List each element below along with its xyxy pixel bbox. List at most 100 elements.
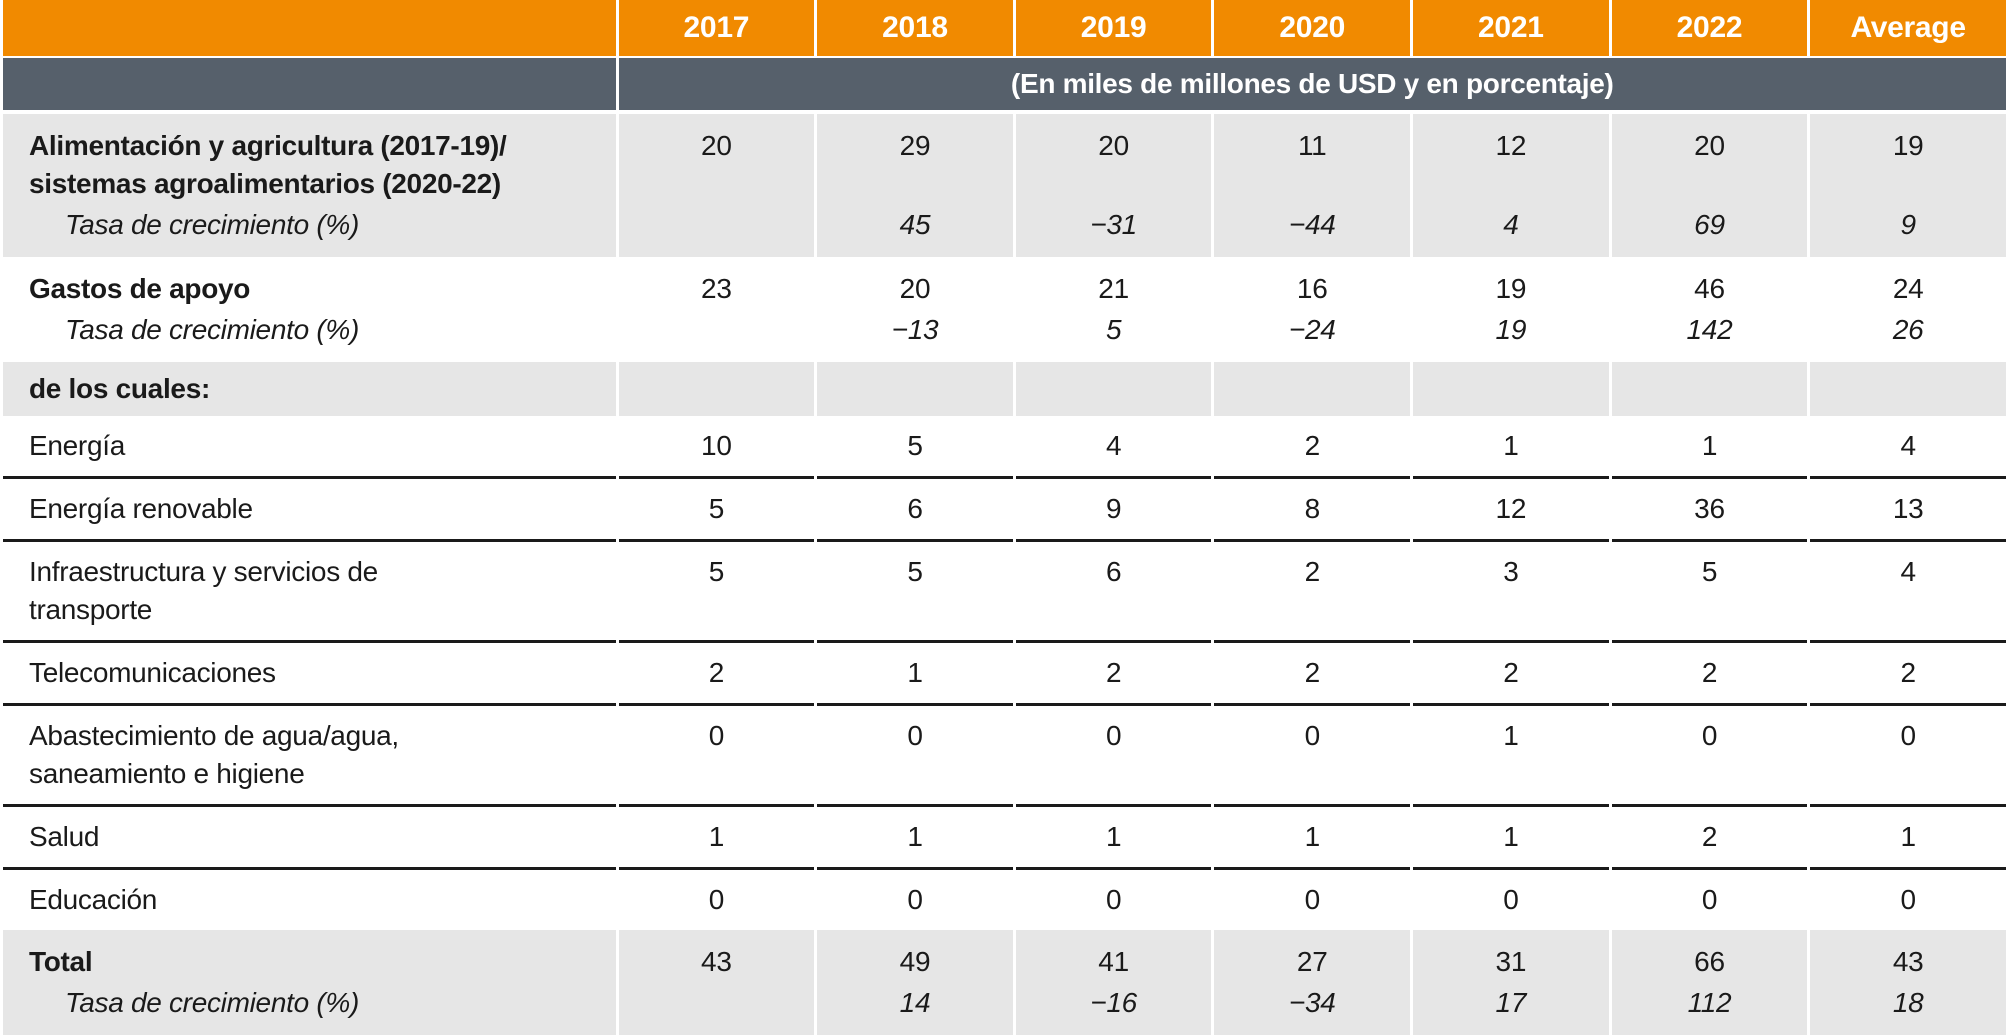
value-cell: 0 — [1611, 706, 1808, 807]
value-cell: 20 — [1611, 114, 1808, 206]
column-header-average: Average — [1810, 0, 2006, 56]
empty-cell — [1611, 362, 1808, 416]
value-cell: 1 — [817, 643, 1013, 706]
value-cell: 4 — [1810, 416, 2006, 479]
value-cell: 2 — [1015, 643, 1212, 706]
empty-cell — [817, 362, 1013, 416]
growth-value-cell: 112 — [1611, 984, 1808, 1035]
empty-cell — [1810, 362, 2006, 416]
spacer-row — [3, 56, 2006, 58]
row-energia-renovable: Energía renovable 5 6 9 8 12 36 13 — [3, 479, 2006, 542]
growth-value-cell: 26 — [1810, 311, 2006, 362]
value-cell: 12 — [1413, 479, 1609, 542]
row-label-line1: Abastecimiento de agua/agua, — [29, 720, 399, 751]
value-cell: 36 — [1611, 479, 1808, 542]
value-cell: 11 — [1214, 114, 1411, 206]
value-cell: 5 — [817, 542, 1013, 643]
table-header-row: 2017 2018 2019 2020 2021 2022 Average — [3, 0, 2006, 56]
growth-value-cell: 142 — [1611, 311, 1808, 362]
column-header-2018: 2018 — [817, 0, 1013, 56]
value-cell: 9 — [1015, 479, 1212, 542]
empty-cell — [1015, 362, 1212, 416]
value-cell: 2 — [1611, 643, 1808, 706]
column-header-2022: 2022 — [1611, 0, 1808, 56]
value-cell: 29 — [817, 114, 1013, 206]
row-label: Salud — [3, 807, 616, 870]
value-cell: 0 — [1015, 870, 1212, 930]
row-total-growth: Tasa de crecimiento (%) 14 −16 −34 17 11… — [3, 984, 2006, 1035]
value-cell: 19 — [1810, 114, 2006, 206]
growth-value-cell: −31 — [1015, 206, 1212, 257]
value-cell: 0 — [1611, 870, 1808, 930]
value-cell: 16 — [1214, 257, 1411, 311]
growth-row-label: Tasa de crecimiento (%) — [3, 311, 616, 362]
growth-value-cell: 9 — [1810, 206, 2006, 257]
row-de-los-cuales: de los cuales: — [3, 362, 2006, 416]
row-label: Educación — [3, 870, 616, 930]
value-cell: 43 — [618, 930, 815, 984]
value-cell: 0 — [1413, 870, 1609, 930]
unit-note: (En miles de millones de USD y en porcen… — [618, 58, 2006, 110]
value-cell: 20 — [618, 114, 815, 206]
row-label: Alimentación y agricultura (2017-19)/ sis… — [3, 114, 616, 206]
value-cell: 5 — [618, 542, 815, 643]
growth-value-cell: 17 — [1413, 984, 1609, 1035]
growth-value-cell: 19 — [1413, 311, 1609, 362]
growth-value-cell: 45 — [817, 206, 1013, 257]
value-cell: 27 — [1214, 930, 1411, 984]
spacer-row — [3, 110, 2006, 114]
value-cell: 46 — [1611, 257, 1808, 311]
value-cell: 2 — [1214, 416, 1411, 479]
value-cell: 19 — [1413, 257, 1609, 311]
column-header-2017: 2017 — [618, 0, 815, 56]
value-cell: 0 — [1015, 706, 1212, 807]
growth-row-label: Tasa de crecimiento (%) — [3, 984, 616, 1035]
value-cell: 0 — [817, 706, 1013, 807]
value-cell: 8 — [1214, 479, 1411, 542]
growth-value-cell: 69 — [1611, 206, 1808, 257]
value-cell: 43 — [1810, 930, 2006, 984]
row-label-line2: saneamiento e higiene — [29, 758, 305, 789]
column-header-2021: 2021 — [1413, 0, 1609, 56]
row-label-line2: sistemas agroalimentarios (2020-22) — [29, 168, 501, 199]
value-cell: 1 — [1413, 706, 1609, 807]
value-cell: 0 — [1810, 706, 2006, 807]
growth-value-cell: −16 — [1015, 984, 1212, 1035]
growth-value-cell: −13 — [817, 311, 1013, 362]
value-cell: 10 — [618, 416, 815, 479]
growth-value-cell: −44 — [1214, 206, 1411, 257]
value-cell: 2 — [1611, 807, 1808, 870]
value-cell: 0 — [817, 870, 1013, 930]
value-cell: 4 — [1810, 542, 2006, 643]
value-cell: 41 — [1015, 930, 1212, 984]
growth-value-cell: −34 — [1214, 984, 1411, 1035]
row-telecomunicaciones: Telecomunicaciones 2 1 2 2 2 2 2 — [3, 643, 2006, 706]
row-educacion: Educación 0 0 0 0 0 0 0 — [3, 870, 2006, 930]
empty-cell — [618, 362, 815, 416]
growth-value-cell: 4 — [1413, 206, 1609, 257]
value-cell: 2 — [618, 643, 815, 706]
growth-value-cell: 14 — [817, 984, 1013, 1035]
value-cell: 23 — [618, 257, 815, 311]
value-cell: 1 — [1214, 807, 1411, 870]
row-energia: Energía 10 5 4 2 1 1 4 — [3, 416, 2006, 479]
growth-value-cell: −24 — [1214, 311, 1411, 362]
row-alimentacion: Alimentación y agricultura (2017-19)/ sis… — [3, 114, 2006, 206]
value-cell: 66 — [1611, 930, 1808, 984]
value-cell: 2 — [1810, 643, 2006, 706]
column-header-2019: 2019 — [1015, 0, 1212, 56]
value-cell: 1 — [1413, 807, 1609, 870]
value-cell: 3 — [1413, 542, 1609, 643]
growth-value-cell — [618, 311, 815, 362]
value-cell: 1 — [1611, 416, 1808, 479]
value-cell: 0 — [618, 706, 815, 807]
row-label-line1: Infraestructura y servicios de — [29, 556, 378, 587]
row-label: Energía renovable — [3, 479, 616, 542]
value-cell: 20 — [1015, 114, 1212, 206]
row-label: Infraestructura y servicios de transporte — [3, 542, 616, 643]
row-label-line1: Alimentación y agricultura (2017-19)/ — [29, 130, 507, 161]
value-cell: 49 — [817, 930, 1013, 984]
row-abastecimiento-agua: Abastecimiento de agua/agua, saneamiento … — [3, 706, 2006, 807]
value-cell: 0 — [618, 870, 815, 930]
